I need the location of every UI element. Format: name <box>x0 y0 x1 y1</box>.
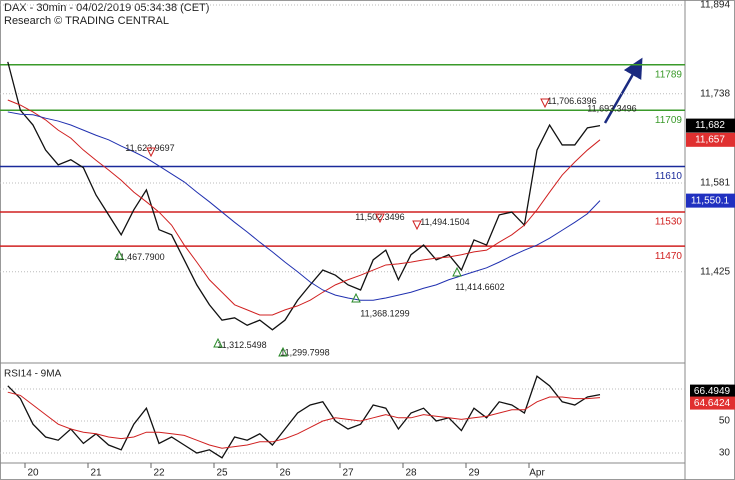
level-label: 11530 <box>655 217 683 228</box>
x-tick-label: 22 <box>153 468 165 479</box>
y-tick-label: 11,738 <box>700 88 730 99</box>
pivot-marker <box>146 147 156 158</box>
x-tick-label: 25 <box>216 468 228 479</box>
y-tick-label: 11,894 <box>700 0 730 11</box>
pivot-marker <box>375 213 385 224</box>
series-line <box>7 99 601 316</box>
rsi-title: RSI14 - 9MA <box>4 369 62 380</box>
level-label: 11709 <box>655 115 683 126</box>
level-label: 11789 <box>655 69 683 80</box>
y-tick-label: 30 <box>719 448 731 459</box>
pivot-marker <box>351 292 361 303</box>
rsi-tag <box>690 396 735 410</box>
annotation: 11,706.6396 <box>547 96 596 106</box>
annotation: 11,494.1504 <box>420 217 469 227</box>
annotation: 11,693.3496 <box>587 104 636 114</box>
forecast-arrow <box>603 57 643 124</box>
pivot-marker <box>540 98 550 109</box>
annotation: 11,299.7998 <box>280 347 329 357</box>
series-line <box>7 391 601 449</box>
series-line <box>7 375 601 459</box>
x-tick-label: 28 <box>405 468 417 479</box>
y-tick-label: 11,581 <box>700 178 730 189</box>
y-tick-label: 11,425 <box>700 266 730 277</box>
x-tick-label: 21 <box>90 468 102 479</box>
series-line <box>7 111 601 301</box>
pivot-marker <box>213 337 223 348</box>
x-tick-label: 26 <box>279 468 291 479</box>
x-tick-label: 20 <box>27 468 39 479</box>
annotation: 11,312.5498 <box>217 340 266 350</box>
level-label: 11610 <box>655 171 683 182</box>
price-tag <box>686 193 735 208</box>
rsi-tag <box>690 384 735 398</box>
chart-title: DAX - 30min - 04/02/2019 05:34:38 (CET) <box>4 2 209 14</box>
level-label: 11470 <box>655 251 683 262</box>
series-line <box>7 61 601 331</box>
x-tick-label: 29 <box>468 468 480 479</box>
rsi-tag-label: 66.4949 <box>694 386 731 397</box>
price-tag <box>686 132 735 147</box>
pivot-marker <box>114 249 124 260</box>
price-tag-label: 11,550.1 <box>691 195 730 206</box>
annotation: 11,502.3496 <box>355 212 404 222</box>
price-tag-label: 11,682 <box>695 120 725 131</box>
pivot-marker <box>278 346 288 357</box>
pivot-marker <box>412 220 422 231</box>
annotation: 11,368.1299 <box>360 309 409 319</box>
x-tick-label: 27 <box>342 468 354 479</box>
price-tag <box>686 118 735 133</box>
y-tick-label: 50 <box>719 416 731 427</box>
rsi-tag-label: 64.6424 <box>694 398 731 409</box>
x-tick-label: Apr <box>529 468 545 479</box>
price-tag-label: 11,657 <box>695 134 725 145</box>
pivot-marker <box>452 266 462 277</box>
annotation: 11,414.6602 <box>455 282 504 292</box>
annotation: 11,467.7900 <box>115 252 164 262</box>
chart-subtitle: Research © TRADING CENTRAL <box>4 15 169 27</box>
